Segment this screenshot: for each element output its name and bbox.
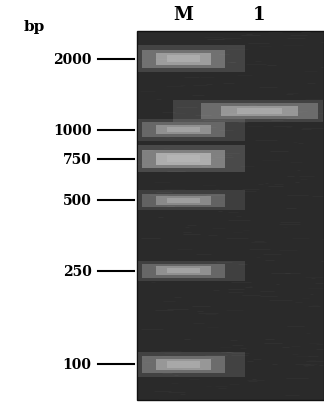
Bar [138, 119, 245, 141]
Bar [138, 191, 245, 211]
Bar [167, 361, 200, 368]
Bar [156, 359, 211, 370]
Bar [137, 32, 324, 400]
Bar [138, 146, 245, 173]
Text: 1000: 1000 [53, 123, 92, 137]
Bar [167, 127, 200, 133]
Bar [167, 156, 200, 163]
Bar [156, 267, 211, 276]
Bar [201, 104, 318, 119]
Bar [167, 56, 200, 63]
Bar [167, 198, 200, 203]
Text: 2000: 2000 [53, 53, 92, 67]
Bar [138, 261, 245, 281]
Bar [167, 269, 200, 274]
Bar [138, 46, 245, 73]
Bar [142, 265, 225, 278]
Text: 500: 500 [63, 194, 92, 208]
Bar [221, 107, 297, 117]
Bar [138, 352, 245, 377]
Text: 750: 750 [63, 153, 92, 166]
Bar [156, 153, 211, 166]
Bar [156, 196, 211, 205]
Bar [237, 109, 282, 115]
Bar [156, 125, 211, 135]
Text: 250: 250 [63, 264, 92, 278]
Bar [142, 150, 225, 169]
Text: 100: 100 [63, 357, 92, 371]
Bar [174, 101, 323, 123]
Bar [142, 123, 225, 138]
Bar [156, 54, 211, 66]
Text: M: M [174, 6, 193, 24]
Text: bp: bp [24, 20, 45, 34]
Text: 1: 1 [253, 6, 266, 24]
Bar [142, 51, 225, 69]
Bar [142, 194, 225, 207]
Bar [142, 356, 225, 373]
